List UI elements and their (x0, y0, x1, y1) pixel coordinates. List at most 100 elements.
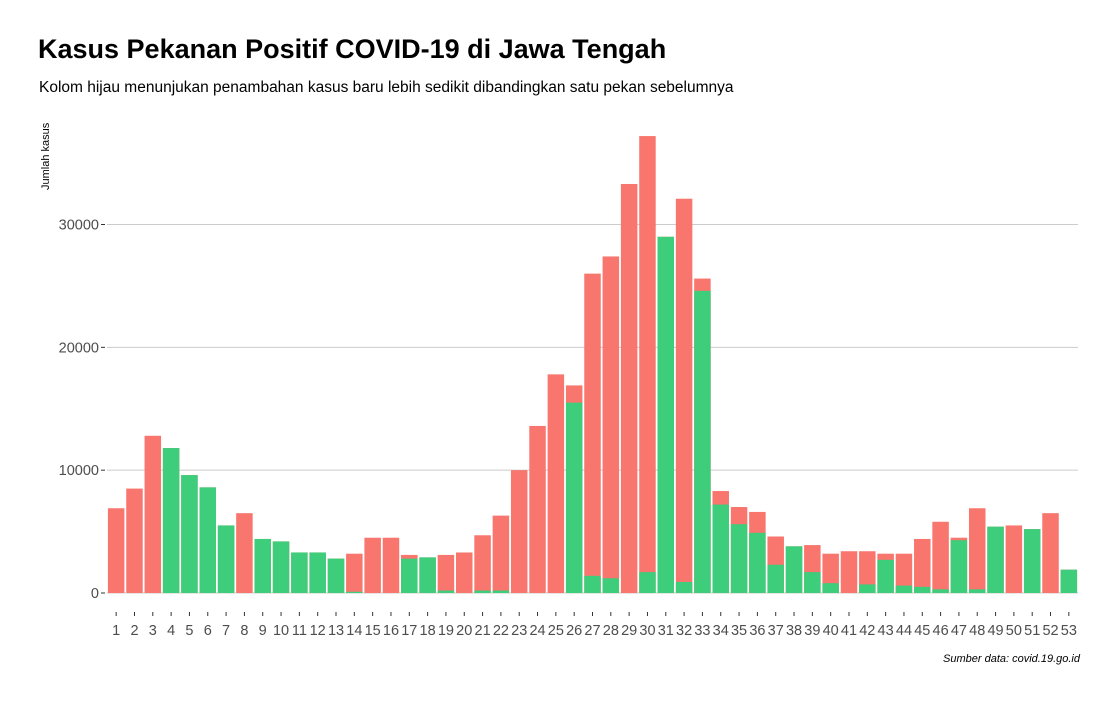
chart-title: Kasus Pekanan Positif COVID-19 di Jawa T… (38, 34, 667, 64)
bar-increase (126, 488, 143, 593)
bar-decrease (217, 525, 235, 593)
x-tick-label: 53 (1061, 623, 1077, 639)
y-tick-label: 30000 (59, 218, 99, 234)
x-tick-label: 25 (548, 623, 564, 639)
x-tick-label: 45 (914, 623, 930, 639)
bar-decrease (932, 589, 949, 593)
x-tick-label: 32 (676, 623, 692, 639)
x-tick-label: 52 (1042, 623, 1058, 639)
bar-increase (144, 435, 162, 593)
y-tick-label: 20000 (59, 340, 99, 356)
x-tick-label: 3 (149, 623, 157, 639)
bar-decrease (162, 448, 180, 593)
bar-decrease (437, 590, 455, 593)
x-tick-label: 22 (493, 623, 509, 639)
x-tick-label: 35 (731, 623, 747, 639)
bar-increase (620, 183, 638, 593)
bar-increase (1042, 513, 1059, 593)
x-tick-label: 2 (130, 623, 138, 639)
bar-decrease (730, 524, 748, 593)
x-tick-label: 47 (951, 623, 967, 639)
bar-decrease (272, 541, 290, 593)
bar-decrease (950, 540, 968, 593)
bar-increase (932, 521, 949, 593)
bars (107, 136, 1078, 594)
x-tick-label: 23 (511, 623, 527, 639)
bar-decrease (254, 538, 271, 593)
bar-decrease (639, 572, 656, 593)
x-tick-label: 15 (365, 623, 381, 639)
bar-decrease (822, 583, 839, 593)
bar-decrease (474, 590, 491, 593)
x-tick-label: 4 (167, 623, 175, 639)
y-tick-label: 10000 (59, 463, 99, 479)
x-tick-label: 20 (456, 623, 472, 639)
bar-decrease (602, 578, 620, 593)
x-tick-label: 14 (346, 623, 362, 639)
bar-decrease (181, 475, 198, 593)
x-tick-label: 8 (240, 623, 248, 639)
bar-decrease (199, 487, 217, 593)
y-tick-label: 0 (91, 586, 99, 602)
bar-decrease (675, 581, 693, 593)
x-tick-label: 38 (786, 623, 802, 639)
bar-increase (895, 553, 913, 593)
bar-decrease (694, 290, 711, 593)
x-tick-label: 7 (222, 623, 230, 639)
bar-decrease (565, 402, 583, 593)
bar-increase (437, 554, 455, 593)
bar-increase (675, 198, 693, 593)
bar-increase (510, 470, 528, 593)
bar-decrease (712, 504, 729, 593)
x-tick-label: 16 (383, 623, 399, 639)
x-tick-label: 21 (475, 623, 491, 639)
bar-decrease (968, 589, 986, 593)
x-tick-label: 24 (529, 623, 545, 639)
x-tick-label: 31 (658, 623, 674, 639)
bar-decrease (1060, 569, 1078, 593)
bar-increase (914, 538, 931, 593)
bar-increase (492, 515, 510, 593)
bar-increase (364, 537, 381, 593)
y-axis-label: Jumlah kasus (40, 122, 52, 190)
bar-decrease (895, 585, 913, 593)
source-caption: Sumber data: covid.19.go.id (943, 653, 1080, 665)
x-tick-label: 27 (584, 623, 600, 639)
bar-increase (584, 273, 601, 593)
x-tick-label: 36 (749, 623, 765, 639)
bar-increase (346, 553, 363, 593)
bar-decrease (987, 526, 1004, 593)
x-tick-label: 18 (420, 623, 436, 639)
x-tick-label: 5 (185, 623, 193, 639)
bar-decrease (749, 532, 766, 593)
x-tick-label: 19 (438, 623, 454, 639)
bar-decrease (346, 591, 363, 593)
x-tick-label: 51 (1024, 623, 1040, 639)
x-tick-label: 9 (259, 623, 267, 639)
x-tick-label: 40 (823, 623, 839, 639)
x-tick-label: 6 (204, 623, 212, 639)
bar-decrease (401, 558, 418, 593)
x-tick-label: 41 (841, 623, 857, 639)
bar-decrease (767, 564, 784, 593)
x-tick-label: 1 (112, 623, 120, 639)
bar-decrease (785, 546, 803, 593)
bar-increase (968, 508, 986, 593)
x-axis-ticks: 1 2 3 4 5 6 7 8 9 10 11 12 13 14 15 16 17 18 19 20 21 22 23 24 2… (112, 612, 1077, 639)
x-tick-label: 46 (933, 623, 949, 639)
x-tick-label: 39 (804, 623, 820, 639)
bar-decrease (327, 558, 345, 593)
x-tick-label: 33 (694, 623, 710, 639)
x-tick-label: 44 (896, 623, 912, 639)
bar-increase (602, 256, 620, 593)
x-tick-label: 12 (310, 623, 326, 639)
bar-decrease (877, 559, 894, 593)
bar-increase (859, 551, 876, 593)
x-tick-label: 10 (273, 623, 289, 639)
bar-increase (840, 551, 858, 593)
bar-increase (547, 374, 565, 593)
x-tick-label: 49 (987, 623, 1003, 639)
chart-subtitle: Kolom hijau menunjukan penambahan kasus … (39, 79, 734, 96)
bar-decrease (914, 586, 931, 593)
